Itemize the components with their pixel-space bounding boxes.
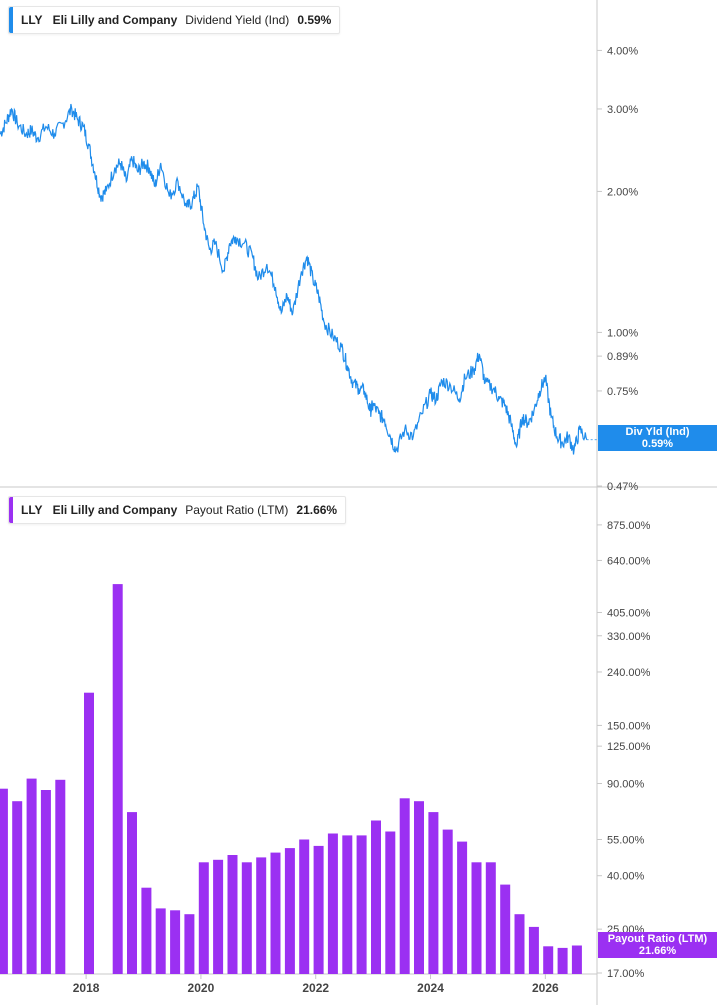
payout-bar [84,692,94,974]
payout-bar [256,857,267,974]
payout-bar [471,862,482,974]
payout-bar [500,884,511,974]
payout-bar [141,887,152,974]
payout-legend-swatch [9,497,13,523]
payout-bar [198,862,209,974]
yield-legend-company: Eli Lilly and Company [52,13,178,27]
payout-bar [170,910,181,974]
payout-y-tick-label: 150.00% [607,720,651,732]
yield-legend-metric: Dividend Yield (Ind) [185,13,290,27]
x-tick-label: 2026 [532,981,559,995]
payout-bar [0,788,8,974]
yield-legend-ticker: LLY [21,13,43,27]
yield-y-tick-label: 3.00% [607,104,638,116]
yield-y-tick-label: 1.00% [607,327,638,339]
yield-legend: LLY Eli Lilly and Company Dividend Yield… [8,6,341,34]
yield-legend-value: 0.59% [297,13,332,27]
x-tick-label: 2018 [73,981,100,995]
payout-legend: LLY Eli Lilly and Company Payout Ratio (… [8,496,347,524]
yield-legend-swatch [9,7,13,33]
payout-flag-value: 21.66% [638,945,677,957]
payout-bar [227,855,238,974]
payout-bar [543,946,554,974]
payout-bar [557,947,568,974]
payout-bar [385,831,396,974]
payout-flag-label: Payout Ratio (LTM) [607,933,708,945]
payout-legend-company: Eli Lilly and Company [52,503,178,517]
payout-bar [127,812,137,974]
payout-bar [213,859,224,974]
payout-bar [284,848,295,974]
payout-bar [457,841,468,974]
payout-y-tick-label: 17.00% [607,968,645,980]
payout-bar [428,812,439,974]
yield-flag-value: 0.59% [641,438,674,450]
payout-bar [12,801,23,974]
payout-y-tick-label: 330.00% [607,631,651,643]
payout-y-tick-label: 405.00% [607,607,651,619]
payout-bar [485,862,496,974]
dividend-yield-line [0,103,588,455]
payout-bar [26,778,37,974]
x-tick-label: 2024 [417,981,444,995]
payout-bar [327,833,338,974]
yield-y-tick-label: 0.89% [607,351,638,363]
payout-legend-ticker: LLY [21,503,43,517]
payout-bar [40,790,51,974]
payout-bar [299,839,310,974]
yield-y-tick-label: 2.00% [607,186,638,198]
dividend-yield-panel [0,103,597,455]
payout-y-tick-label: 90.00% [607,778,645,790]
payout-bar [155,908,166,974]
payout-bar [371,820,381,974]
yield-flag-label: Div Yld (Ind) [625,426,690,438]
payout-bar [313,845,324,974]
payout-bar [55,779,66,974]
payout-y-tick-label: 640.00% [607,555,651,567]
payout-y-tick-label: 875.00% [607,520,651,532]
payout-bar [342,835,353,974]
payout-bar [514,914,525,974]
yield-y-tick-label: 0.47% [607,481,638,493]
yield-current-value-flag: Div Yld (Ind) 0.59% [598,425,717,451]
payout-bar [399,798,410,974]
payout-current-value-flag: Payout Ratio (LTM) 21.66% [598,932,717,958]
x-tick-label: 2020 [188,981,215,995]
yield-y-tick-label: 4.00% [607,45,638,57]
payout-y-tick-label: 240.00% [607,667,651,679]
payout-legend-value: 21.66% [296,503,338,517]
payout-bar [356,835,367,974]
payout-y-tick-label: 55.00% [607,834,645,846]
payout-bar [241,862,252,974]
payout-bar [184,914,195,974]
payout-bar [270,852,281,974]
payout-ratio-panel [0,584,582,974]
payout-bar [414,801,424,974]
payout-bar [528,926,539,974]
payout-y-tick-label: 40.00% [607,871,645,883]
yield-y-tick-label: 0.75% [607,386,638,398]
x-tick-label: 2022 [302,981,329,995]
payout-y-tick-label: 125.00% [607,741,651,753]
payout-bar [571,945,582,974]
payout-bar [442,829,453,974]
payout-legend-metric: Payout Ratio (LTM) [185,503,289,517]
payout-bar [112,584,123,974]
